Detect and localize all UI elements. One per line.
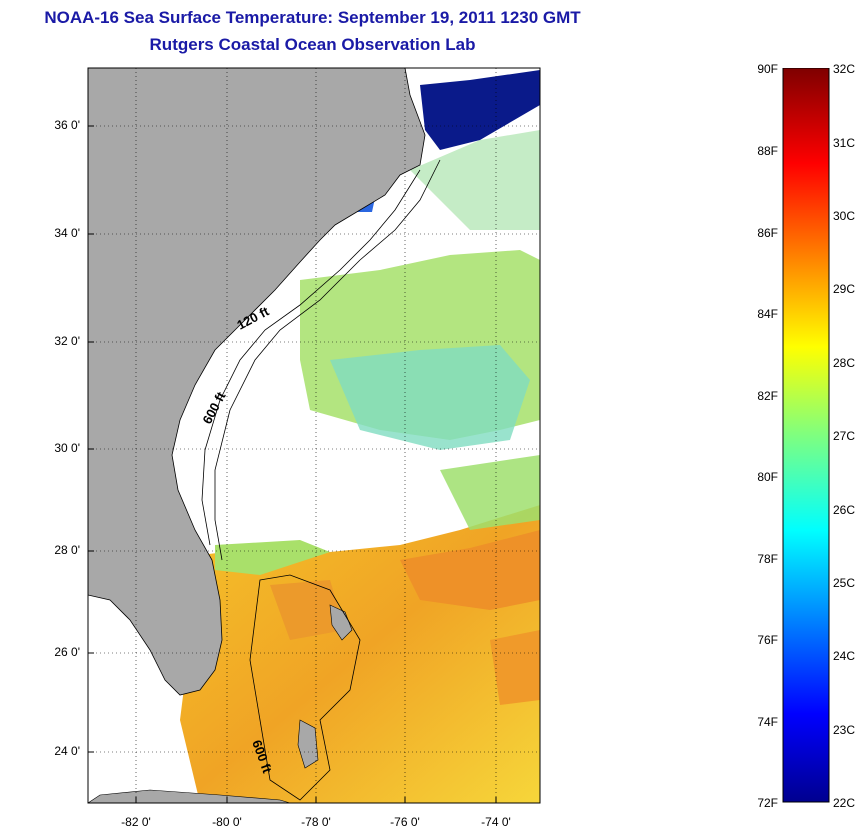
land-cuba bbox=[88, 789, 291, 803]
lon-tick-label: -78 0' bbox=[301, 815, 331, 829]
lat-tick-label: 30 0' bbox=[54, 441, 80, 455]
green-water-patch bbox=[410, 130, 540, 230]
colorbar-c-label: 32C bbox=[833, 62, 856, 76]
colorbar-f-label: 88F bbox=[757, 144, 778, 158]
contour-line-120ft bbox=[201, 169, 421, 546]
colorbar-c-label: 30C bbox=[833, 209, 856, 223]
colorbar-f-label: 86F bbox=[757, 226, 778, 240]
colorbar-c-label: 31C bbox=[833, 136, 856, 150]
contour-line-600ft bbox=[214, 159, 441, 561]
colorbar-f-label: 80F bbox=[757, 470, 778, 484]
colorbar-c-label: 26C bbox=[833, 503, 856, 517]
colorbar-c-label: 23C bbox=[833, 723, 856, 737]
colorbar-c-label: 25C bbox=[833, 576, 856, 590]
cyan-water-patch bbox=[330, 345, 530, 450]
lat-tick-label: 36 0' bbox=[54, 118, 80, 132]
orange-patch bbox=[490, 630, 540, 705]
colorbar-f-label: 78F bbox=[757, 552, 778, 566]
colorbar-f-label: 74F bbox=[757, 715, 778, 729]
colorbar-c-label: 28C bbox=[833, 356, 856, 370]
lon-tick-label: -74 0' bbox=[481, 815, 511, 829]
orange-patch bbox=[400, 530, 540, 610]
map-frame bbox=[87, 67, 541, 804]
colorbar-f-label: 82F bbox=[757, 389, 778, 403]
green-water-patch bbox=[215, 540, 330, 575]
colorbar-c-label: 24C bbox=[833, 649, 856, 663]
cold-water-patch bbox=[420, 70, 540, 150]
orange-patch bbox=[270, 580, 345, 640]
colorbar-f-label: 90F bbox=[757, 62, 778, 76]
colorbar-f-label: 72F bbox=[757, 796, 778, 810]
map-subtitle: Rutgers Coastal Ocean Observation Lab bbox=[149, 35, 476, 54]
map-title: NOAA-16 Sea Surface Temperature: Septemb… bbox=[44, 8, 581, 27]
colorbar-c-label: 29C bbox=[833, 282, 856, 296]
lon-tick-label: -76 0' bbox=[390, 815, 420, 829]
green-water-patch bbox=[440, 455, 540, 530]
colorbar-f-label: 84F bbox=[757, 307, 778, 321]
temperature-colorbar bbox=[782, 68, 830, 803]
sst-map: 120 ft 600 ft 600 ft bbox=[87, 67, 541, 804]
colorbar-c-label: 22C bbox=[833, 796, 856, 810]
land-florida-coast bbox=[88, 68, 426, 696]
colorbar-c-label: 27C bbox=[833, 429, 856, 443]
lon-tick-label: -80 0' bbox=[212, 815, 242, 829]
lat-tick-label: 24 0' bbox=[54, 744, 80, 758]
lon-tick-label: -82 0' bbox=[121, 815, 151, 829]
lat-tick-label: 34 0' bbox=[54, 226, 80, 240]
land-bahamas bbox=[297, 719, 319, 769]
lat-tick-label: 26 0' bbox=[54, 645, 80, 659]
contour-line-bahamas bbox=[249, 574, 361, 801]
lat-tick-label: 32 0' bbox=[54, 334, 80, 348]
colorbar-f-label: 76F bbox=[757, 633, 778, 647]
lat-tick-label: 28 0' bbox=[54, 543, 80, 557]
